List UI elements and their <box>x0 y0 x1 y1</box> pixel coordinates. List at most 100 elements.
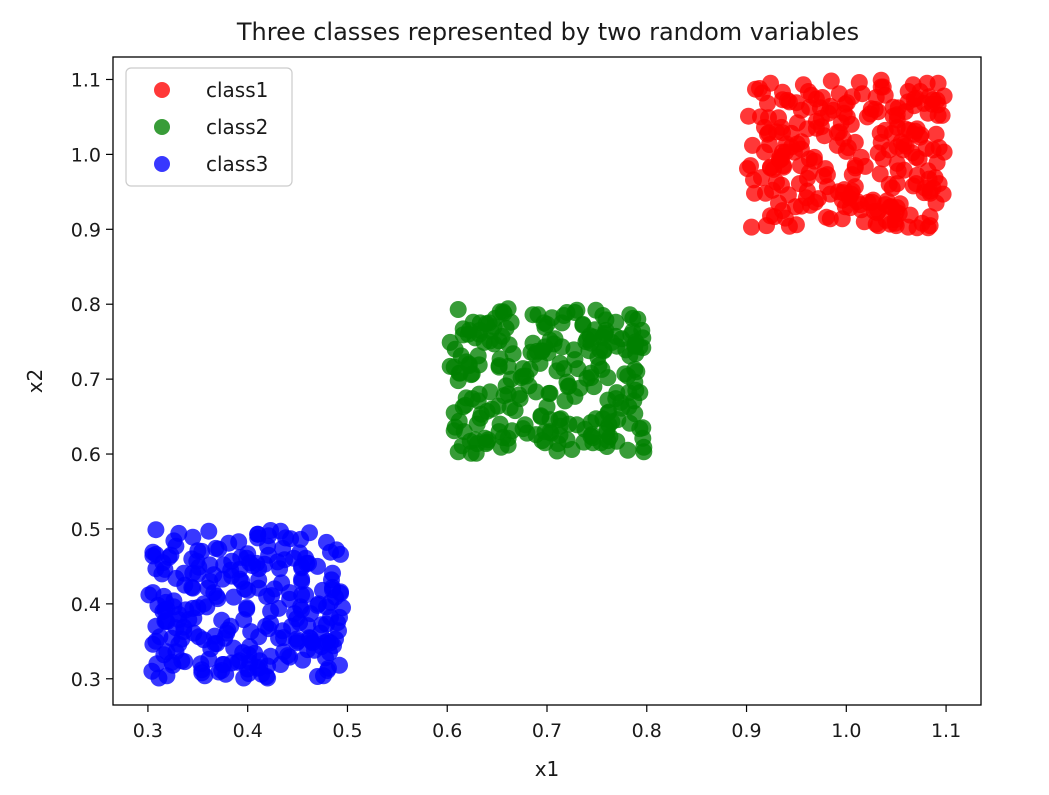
series-class1 <box>739 71 953 237</box>
data-point <box>790 175 808 193</box>
data-point <box>463 390 481 408</box>
data-point <box>527 383 545 401</box>
data-point <box>772 148 789 166</box>
data-point <box>835 104 853 122</box>
legend-marker-class1 <box>154 82 170 98</box>
data-point <box>880 141 898 159</box>
data-point <box>578 330 596 348</box>
data-point <box>491 415 509 433</box>
data-point <box>441 357 459 375</box>
data-point <box>220 534 238 552</box>
data-point <box>497 319 515 337</box>
x-tick-label: 1.1 <box>931 720 961 742</box>
x-axis: 0.3 0.4 0.5 0.6 0.7 0.8 0.9 1.0 1.1 <box>133 705 961 742</box>
data-point <box>490 358 508 376</box>
data-point <box>170 524 188 542</box>
data-point <box>635 438 653 456</box>
data-point <box>260 620 278 638</box>
series-class3 <box>140 521 351 687</box>
data-point <box>441 333 459 351</box>
x-tick-label: 0.4 <box>233 720 263 742</box>
data-point <box>812 118 830 136</box>
y-axis-label: x2 <box>23 369 47 394</box>
data-point <box>207 539 225 557</box>
data-point <box>774 91 791 109</box>
data-point <box>591 341 609 359</box>
data-point <box>895 161 913 179</box>
data-point <box>529 306 547 324</box>
data-point <box>566 387 584 405</box>
data-point <box>841 199 859 217</box>
data-point <box>140 586 158 604</box>
data-point <box>497 377 515 395</box>
data-point <box>322 543 339 561</box>
data-point <box>566 304 584 321</box>
data-point <box>492 438 510 456</box>
legend-box <box>125 67 293 187</box>
data-point <box>788 135 806 153</box>
y-tick-label: 0.3 <box>71 669 101 691</box>
data-point <box>521 360 539 378</box>
data-point <box>322 593 339 611</box>
data-point <box>759 94 776 112</box>
data-point <box>540 384 558 402</box>
data-point <box>275 629 293 647</box>
data-point <box>214 570 232 588</box>
data-point <box>918 74 936 92</box>
data-point <box>626 360 644 378</box>
data-point <box>288 610 306 628</box>
series-class2 <box>441 300 653 462</box>
data-point <box>175 623 193 641</box>
y-tick-label: 1.1 <box>71 69 101 91</box>
data-point <box>621 414 639 432</box>
data-point <box>809 190 827 208</box>
data-point <box>481 383 499 401</box>
data-point <box>306 641 323 659</box>
y-axis: 0.3 0.4 0.5 0.6 0.7 0.8 0.9 1.0 1.1 <box>71 69 113 691</box>
data-point <box>501 399 519 417</box>
data-point <box>594 328 612 346</box>
data-point <box>155 646 173 664</box>
data-point <box>607 390 625 408</box>
data-point <box>551 417 569 435</box>
data-point <box>158 613 176 631</box>
data-point <box>274 539 292 557</box>
y-tick-label: 0.6 <box>71 444 101 466</box>
data-point <box>856 157 874 175</box>
data-point <box>248 554 266 572</box>
data-point <box>822 72 840 90</box>
x-axis-label: x1 <box>535 757 560 781</box>
data-point <box>481 332 499 350</box>
data-point <box>574 316 592 334</box>
data-point <box>888 111 906 129</box>
data-point <box>147 545 165 563</box>
data-point <box>762 207 779 225</box>
data-point <box>548 362 566 380</box>
data-point <box>147 521 165 539</box>
data-point <box>532 408 550 426</box>
data-point <box>250 571 268 589</box>
data-point <box>499 300 517 318</box>
data-point <box>213 662 231 679</box>
data-point <box>762 74 779 92</box>
data-point <box>818 166 836 184</box>
data-point <box>897 137 915 155</box>
data-point <box>309 557 326 575</box>
data-point <box>238 600 256 618</box>
legend-label-class1: class1 <box>206 78 268 102</box>
data-point <box>620 398 638 416</box>
y-tick-label: 0.4 <box>71 594 101 616</box>
legend-marker-class3 <box>154 156 170 172</box>
data-point <box>202 640 220 658</box>
data-point <box>324 564 341 582</box>
data-point <box>603 413 621 431</box>
data-point <box>850 74 868 91</box>
data-point <box>331 656 348 674</box>
legend-label-class3: class3 <box>206 152 268 176</box>
data-point <box>819 104 837 122</box>
data-point <box>740 107 757 125</box>
data-point <box>319 632 336 650</box>
y-tick-label: 0.8 <box>71 294 101 316</box>
data-point <box>449 301 467 318</box>
data-point <box>449 443 467 461</box>
